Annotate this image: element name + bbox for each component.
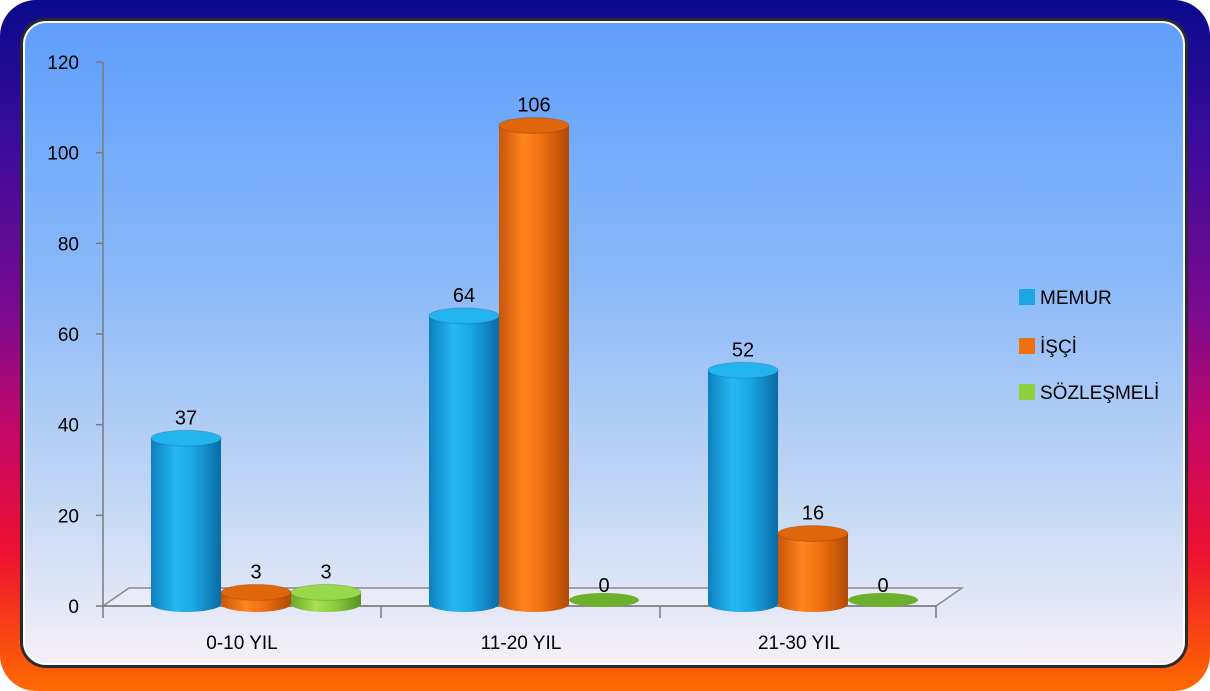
bar-cap bbox=[290, 583, 362, 601]
data-label: 37 bbox=[175, 407, 197, 429]
y-tick-label: 120 bbox=[47, 53, 79, 74]
bar-cap bbox=[707, 361, 779, 379]
bar-cap bbox=[150, 429, 222, 447]
data-label: 106 bbox=[517, 94, 550, 116]
legend-swatch bbox=[1019, 338, 1035, 354]
x-tick-label: 0-10 YIL bbox=[206, 633, 277, 654]
x-tick-label: 21-30 YIL bbox=[758, 633, 840, 654]
bar-body bbox=[499, 125, 569, 612]
data-label: 0 bbox=[598, 575, 609, 597]
legend-swatch bbox=[1019, 384, 1035, 400]
bar-cap bbox=[777, 524, 849, 542]
bar bbox=[777, 524, 849, 612]
bar bbox=[498, 116, 570, 612]
bar bbox=[848, 593, 918, 607]
y-tick-label: 20 bbox=[58, 506, 79, 527]
y-tick-label: 0 bbox=[68, 597, 79, 618]
bar-cap bbox=[428, 307, 500, 325]
legend-label: SÖZLEŞMELİ bbox=[1040, 383, 1159, 404]
bar bbox=[150, 429, 222, 612]
data-label: 64 bbox=[453, 285, 475, 307]
data-label: 3 bbox=[320, 561, 331, 583]
bar-cap bbox=[569, 593, 639, 607]
bar-body bbox=[708, 370, 778, 612]
bar-body bbox=[778, 533, 848, 612]
y-tick-label: 40 bbox=[58, 416, 79, 437]
bar-cap bbox=[498, 116, 570, 134]
bar-cap bbox=[848, 593, 918, 607]
legend-label: İŞÇİ bbox=[1040, 337, 1077, 358]
data-label: 16 bbox=[802, 502, 824, 524]
bars bbox=[150, 116, 918, 612]
legend-swatch bbox=[1019, 289, 1035, 305]
bar bbox=[290, 583, 362, 612]
bar-body bbox=[151, 438, 221, 612]
y-tick-label: 60 bbox=[58, 325, 79, 346]
bar bbox=[569, 593, 639, 607]
data-labels: 37 3 3 64 106 0 52 16 0 bbox=[175, 94, 889, 597]
data-label: 3 bbox=[250, 561, 261, 583]
legend-item: SÖZLEŞMELİ bbox=[1019, 383, 1159, 404]
y-tick-label: 80 bbox=[58, 234, 79, 255]
bar-cap bbox=[220, 583, 292, 601]
legend-label: MEMUR bbox=[1040, 288, 1112, 309]
data-label: 0 bbox=[877, 575, 888, 597]
y-tick-label: 100 bbox=[47, 144, 79, 165]
data-label: 52 bbox=[732, 339, 754, 361]
x-tick-label: 11-20 YIL bbox=[481, 633, 562, 654]
bar bbox=[220, 583, 292, 612]
bar bbox=[428, 307, 500, 612]
legend: MEMUR İŞÇİ SÖZLEŞMELİ bbox=[1019, 288, 1159, 404]
legend-item: İŞÇİ bbox=[1019, 337, 1077, 358]
bar bbox=[707, 361, 779, 612]
legend-item: MEMUR bbox=[1019, 288, 1112, 309]
bar-body bbox=[429, 315, 499, 612]
